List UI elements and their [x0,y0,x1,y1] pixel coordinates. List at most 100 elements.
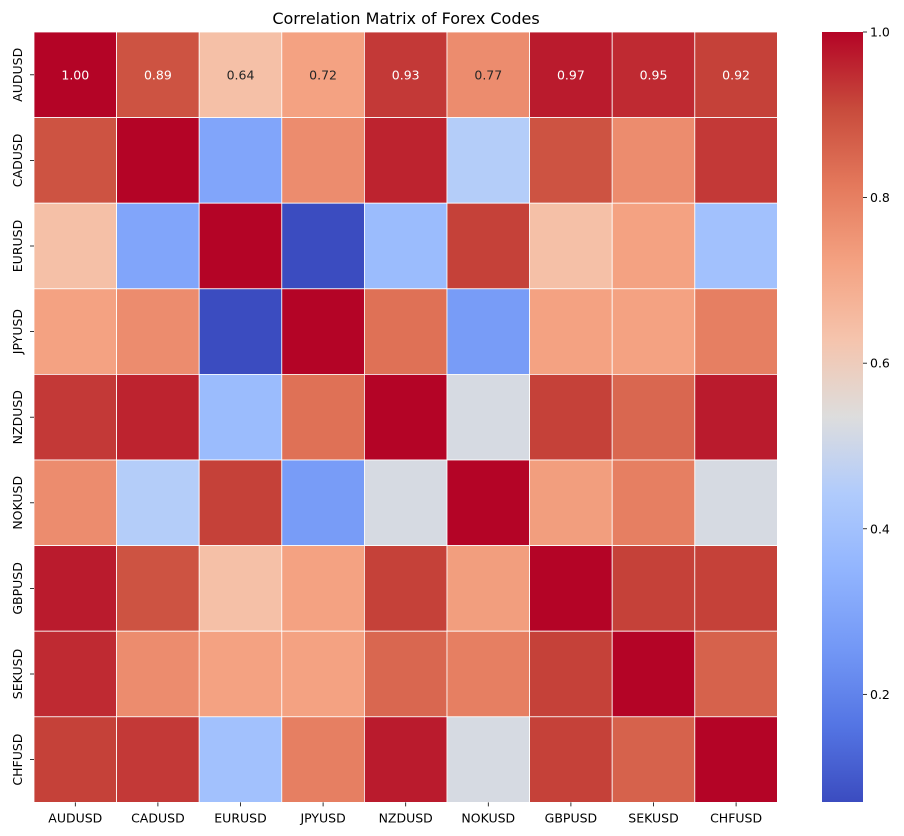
heatmap-cell-jpyusd-sekusd [611,288,696,375]
heatmap-cell-nokusd-jpyusd [281,459,365,546]
heatmap-cell-chfusd-nzdusd [363,716,448,803]
heatmap-cell-chfusd-eurusd [198,716,283,803]
y-tick-label-gbpusd: GBPUSD [10,562,25,615]
y-tick-label-cadusd: CADUSD [10,134,25,188]
heatmap-cell-nzdusd-audusd [33,373,117,461]
heatmap-cell-nokusd-sekusd [611,459,696,546]
heatmap-cell-sekusd-cadusd [116,630,200,718]
cell-annotation-cadusd: 0.89 [144,67,172,82]
heatmap-cell-eurusd-jpyusd [281,202,365,290]
heatmap-cell-gbpusd-jpyusd [281,545,365,632]
x-tick-label-nzdusd: NZDUSD [379,810,433,825]
heatmap-cell-eurusd-cadusd [116,202,200,290]
heatmap-annotations: 1.00 0.89 0.64 0.72 0.93 0.77 0.97 0.95 0.92 [61,67,750,82]
heatmap-cell-nokusd-nokusd [446,459,530,546]
heatmap-cell-gbpusd-gbpusd [529,545,613,632]
heatmap-cell-eurusd-eurusd [198,202,283,290]
heatmap-cell-nokusd-nzdusd [363,459,448,546]
heatmap-cell-sekusd-nokusd [446,630,530,718]
y-tick-label-sekusd: SEKUSD [10,649,25,699]
heatmap-cell-gbpusd-eurusd [198,545,283,632]
cell-annotation-jpyusd: 0.72 [309,67,337,82]
heatmap-cell-nzdusd-cadusd [116,373,200,461]
chart-title: Correlation Matrix of Forex Codes [272,9,539,28]
heatmap-cell-jpyusd-jpyusd [281,288,365,375]
heatmap-cell-gbpusd-audusd [33,545,117,632]
heatmap-cell-audusd-eurusd [198,31,283,118]
cell-annotation-chfusd: 0.92 [722,67,750,82]
x-tick-label-sekusd: SEKUSD [628,810,678,825]
x-tick-label-nokusd: NOKUSD [461,810,515,825]
heatmap-cell-jpyusd-cadusd [116,288,200,375]
colorbar-tick-label: 0.8 [870,190,890,205]
heatmap-cell-audusd-nzdusd [363,31,448,118]
heatmap-cell-cadusd-nokusd [446,117,530,204]
heatmap-cell-cadusd-cadusd [116,117,200,204]
cell-annotation-audusd: 1.00 [61,67,89,82]
heatmap-cell-audusd-nokusd [446,31,530,118]
heatmap-cell-gbpusd-nzdusd [363,545,448,632]
heatmap-cell-nzdusd-nokusd [446,373,530,461]
heatmap-cell-eurusd-audusd [33,202,117,290]
heatmap-cell-chfusd-audusd [33,716,117,803]
heatmap-cell-nokusd-eurusd [198,459,283,546]
heatmap-cell-eurusd-nzdusd [363,202,448,290]
heatmap-cell-gbpusd-nokusd [446,545,530,632]
x-tick-label-gbpusd: GBPUSD [545,810,598,825]
heatmap-cell-nzdusd-chfusd [694,373,778,461]
heatmap-cell-chfusd-nokusd [446,716,530,803]
heatmap-cell-sekusd-eurusd [198,630,283,718]
colorbar-ticks: 0.2 0.4 0.6 0.8 1.0 [863,25,890,702]
x-tick-label-eurusd: EURUSD [214,810,266,825]
heatmap-cell-nzdusd-gbpusd [529,373,613,461]
heatmap-cell-jpyusd-eurusd [198,288,283,375]
heatmap-cell-nokusd-chfusd [694,459,778,546]
y-tick-label-nzdusd: NZDUSD [10,390,25,444]
heatmap-cell-eurusd-sekusd [611,202,696,290]
y-tick-label-jpyusd: JPYUSD [10,309,25,355]
heatmap-cell-gbpusd-cadusd [116,545,200,632]
x-tick-label-audusd: AUDUSD [48,810,102,825]
heatmap-cell-nokusd-cadusd [116,459,200,546]
heatmap-cell-cadusd-jpyusd [281,117,365,204]
heatmap-cell-nzdusd-jpyusd [281,373,365,461]
heatmap-cell-jpyusd-nzdusd [363,288,448,375]
colorbar-tick-label: 0.2 [870,687,890,702]
heatmap-cell-chfusd-jpyusd [281,716,365,803]
cell-annotation-sekusd: 0.95 [640,67,668,82]
heatmap-cell-chfusd-sekusd [611,716,696,803]
heatmap-cell-eurusd-gbpusd [529,202,613,290]
heatmap-cell-eurusd-nokusd [446,202,530,290]
y-tick-label-nokusd: NOKUSD [10,476,25,530]
heatmap-cell-cadusd-nzdusd [363,117,448,204]
heatmap-cell-audusd-sekusd [611,31,696,118]
colorbar-gradient [822,32,863,802]
heatmap-cell-sekusd-audusd [33,630,117,718]
cell-annotation-gbpusd: 0.97 [557,67,585,82]
heatmap-cell-chfusd-chfusd [694,716,778,803]
heatmap-cell-jpyusd-nokusd [446,288,530,375]
colorbar-tick-label: 1.0 [870,25,890,40]
heatmap-cell-nzdusd-nzdusd [363,373,448,461]
y-tick-label-eurusd: EURUSD [10,220,25,272]
cell-annotation-eurusd: 0.64 [227,67,255,82]
heatmap-cell-cadusd-gbpusd [529,117,613,204]
heatmap-cell-nzdusd-sekusd [611,373,696,461]
y-tick-label-audusd: AUDUSD [10,48,25,102]
heatmap-cell-jpyusd-chfusd [694,288,778,375]
heatmap-cell-nokusd-gbpusd [529,459,613,546]
y-axis-ticks: AUDUSD CADUSD EURUSD JPYUSD NZDUSD NOKUSD GBPU… [10,48,34,786]
heatmap-cell-cadusd-eurusd [198,117,283,204]
cell-annotation-nzdusd: 0.93 [392,67,420,82]
colorbar: 0.2 0.4 0.6 0.8 1.0 [822,25,890,802]
x-tick-label-jpyusd: JPYUSD [299,810,345,825]
heatmap-cell-cadusd-sekusd [611,117,696,204]
heatmap-cell-sekusd-nzdusd [363,630,448,718]
heatmap-cell-cadusd-chfusd [694,117,778,204]
heatmap-cell-nokusd-audusd [33,459,117,546]
heatmap-cell-gbpusd-chfusd [694,545,778,632]
heatmap-cell-jpyusd-audusd [33,288,117,375]
heatmap-cell-sekusd-gbpusd [529,630,613,718]
heatmap-cell-gbpusd-sekusd [611,545,696,632]
x-tick-label-cadusd: CADUSD [131,810,185,825]
